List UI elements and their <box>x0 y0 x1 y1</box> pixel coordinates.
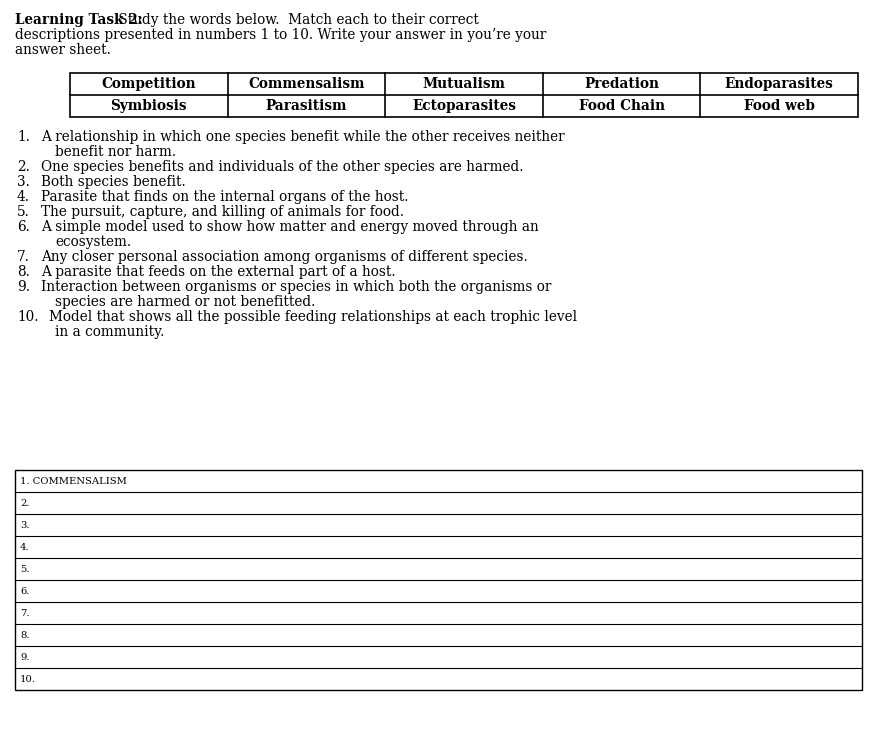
Text: 6.: 6. <box>20 586 29 595</box>
Text: Food web: Food web <box>744 99 814 113</box>
Text: 6.: 6. <box>17 220 30 234</box>
Text: The pursuit, capture, and killing of animals for food.: The pursuit, capture, and killing of ani… <box>41 205 404 219</box>
Text: benefit nor harm.: benefit nor harm. <box>55 145 176 159</box>
Text: Endoparasites: Endoparasites <box>725 77 834 91</box>
Text: 8.: 8. <box>20 631 29 640</box>
Text: One species benefits and individuals of the other species are harmed.: One species benefits and individuals of … <box>41 160 524 174</box>
Text: Mutualism: Mutualism <box>423 77 505 91</box>
Text: Commensalism: Commensalism <box>248 77 365 91</box>
Text: Both species benefit.: Both species benefit. <box>41 175 186 189</box>
Text: Study the words below.  Match each to their correct: Study the words below. Match each to the… <box>114 13 479 27</box>
Text: 5.: 5. <box>17 205 30 219</box>
Text: 2.: 2. <box>17 160 30 174</box>
Text: species are harmed or not benefitted.: species are harmed or not benefitted. <box>55 295 315 309</box>
Text: 1. COMMENSALISM: 1. COMMENSALISM <box>20 476 127 485</box>
Text: Model that shows all the possible feeding relationships at each trophic level: Model that shows all the possible feedin… <box>49 310 577 324</box>
Text: ecosystem.: ecosystem. <box>55 235 131 249</box>
Text: 7.: 7. <box>20 609 29 618</box>
Text: 1.: 1. <box>17 130 30 144</box>
Text: Learning Task 2:: Learning Task 2: <box>15 13 143 27</box>
Text: 8.: 8. <box>17 265 30 279</box>
Text: 3.: 3. <box>17 175 30 189</box>
Text: 9.: 9. <box>17 280 30 294</box>
Text: A relationship in which one species benefit while the other receives neither: A relationship in which one species bene… <box>41 130 565 144</box>
Text: 3.: 3. <box>20 521 29 530</box>
Text: in a community.: in a community. <box>55 325 164 339</box>
Text: 4.: 4. <box>20 542 29 551</box>
Text: Interaction between organisms or species in which both the organisms or: Interaction between organisms or species… <box>41 280 551 294</box>
Text: answer sheet.: answer sheet. <box>15 43 111 57</box>
Bar <box>70 73 858 117</box>
Text: Competition: Competition <box>101 77 196 91</box>
Text: 4.: 4. <box>17 190 30 204</box>
Text: descriptions presented in numbers 1 to 10. Write your answer in you’re your: descriptions presented in numbers 1 to 1… <box>15 28 546 42</box>
Text: 2.: 2. <box>20 498 29 507</box>
Text: A simple model used to show how matter and energy moved through an: A simple model used to show how matter a… <box>41 220 539 234</box>
Text: 10.: 10. <box>17 310 38 324</box>
Text: 7.: 7. <box>17 250 30 264</box>
Text: Any closer personal association among organisms of different species.: Any closer personal association among or… <box>41 250 527 264</box>
Text: Symbiosis: Symbiosis <box>110 99 187 113</box>
Text: Predation: Predation <box>584 77 659 91</box>
Text: Parasite that finds on the internal organs of the host.: Parasite that finds on the internal orga… <box>41 190 408 204</box>
Bar <box>15 470 862 690</box>
Text: Food Chain: Food Chain <box>579 99 664 113</box>
Text: A parasite that feeds on the external part of a host.: A parasite that feeds on the external pa… <box>41 265 396 279</box>
Text: 9.: 9. <box>20 652 29 661</box>
Text: 10.: 10. <box>20 675 36 684</box>
Text: Ectoparasites: Ectoparasites <box>412 99 516 113</box>
Text: Parasitism: Parasitism <box>266 99 347 113</box>
Text: 5.: 5. <box>20 565 29 574</box>
